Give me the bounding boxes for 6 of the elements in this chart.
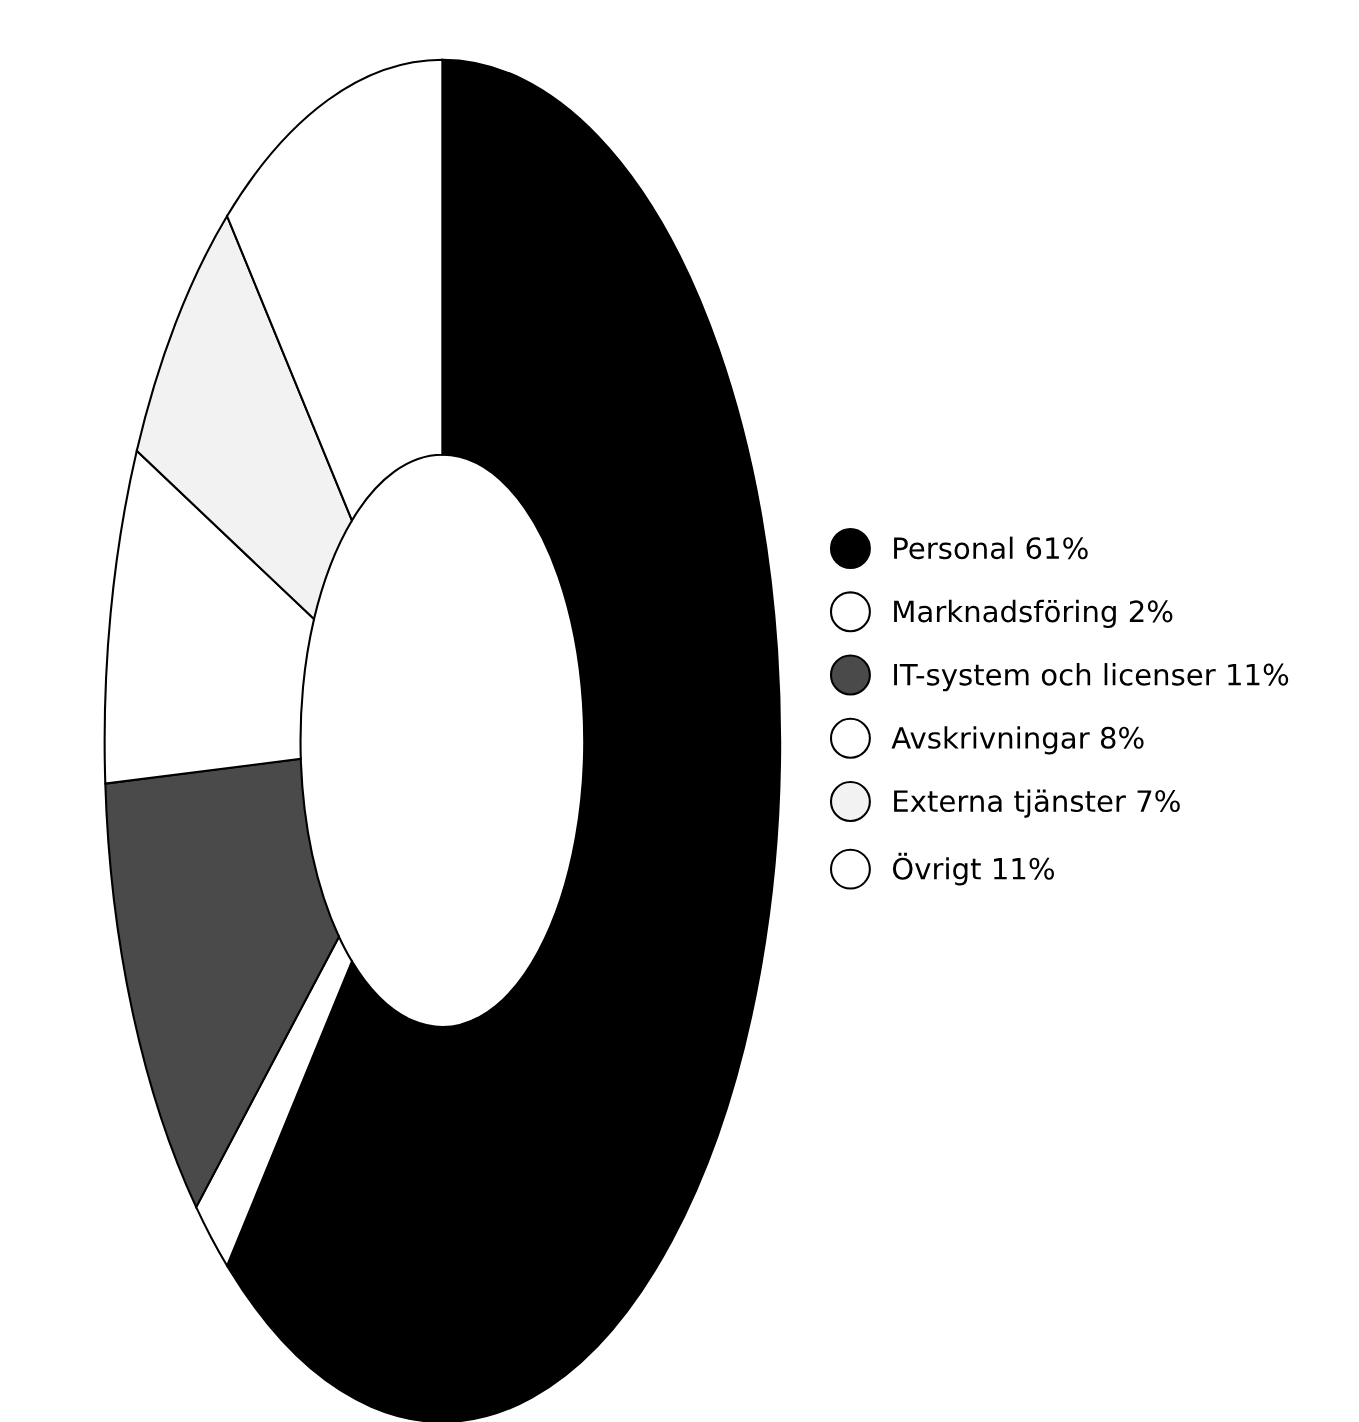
legend-label: IT-system och licenser 11% — [894, 663, 1289, 692]
legend-label: Personal 61% — [894, 536, 1088, 560]
legend-label: Marknadsföring 2% — [894, 599, 1173, 629]
legend-label: Övrigt 11% — [892, 852, 1055, 886]
legend-label: Avskrivningar 8% — [891, 726, 1144, 755]
legend-label: Externa tjänster 7% — [894, 789, 1180, 818]
